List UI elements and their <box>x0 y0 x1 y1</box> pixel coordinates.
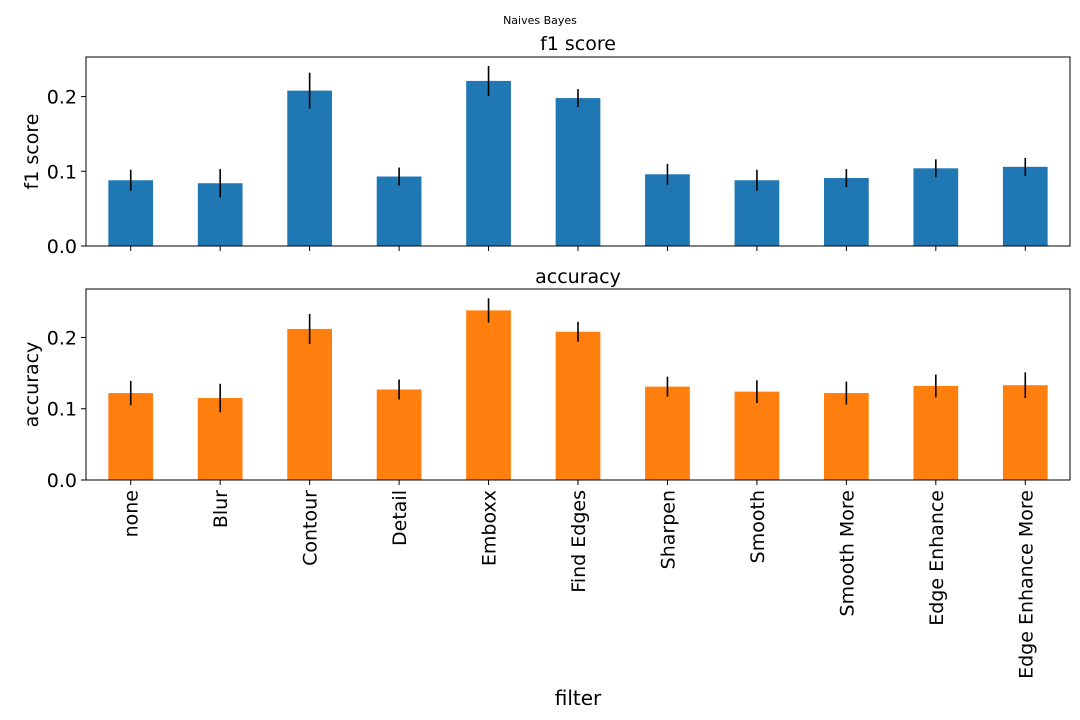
x-tick-label-1: Blur <box>210 490 232 528</box>
x-axis-label: filter <box>555 686 602 710</box>
bar-0-0 <box>108 180 154 246</box>
bar-0-5 <box>555 98 601 246</box>
bar-1-7 <box>734 391 780 480</box>
x-tick-label-9: Edge Enhance <box>926 490 948 626</box>
bar-1-8 <box>824 393 869 480</box>
x-tick-label-8: Smooth More <box>836 490 858 616</box>
y-tick-label-0-1: 0.1 <box>47 161 77 183</box>
bar-0-4 <box>466 80 511 246</box>
bar-0-3 <box>376 176 422 246</box>
x-tick-label-5: Find Edges <box>568 490 590 593</box>
x-tick-label-3: Detail <box>389 490 411 546</box>
bar-0-10 <box>1002 166 1048 246</box>
y-axis-label-1: accuracy <box>21 342 43 428</box>
y-tick-label-0-2: 0.2 <box>47 87 77 109</box>
y-tick-label-1-1: 0.1 <box>47 399 77 421</box>
bar-1-0 <box>108 393 154 480</box>
bar-0-7 <box>734 180 780 246</box>
bar-1-4 <box>466 310 511 480</box>
x-tick-label-7: Smooth <box>747 490 769 563</box>
bar-1-3 <box>376 389 422 480</box>
x-tick-label-6: Sharpen <box>657 490 679 569</box>
y-tick-label-0-0: 0.0 <box>47 236 77 258</box>
bar-1-2 <box>287 328 332 480</box>
bar-0-2 <box>287 90 332 247</box>
bar-1-6 <box>645 386 690 480</box>
y-tick-label-1-0: 0.0 <box>47 470 77 492</box>
bar-0-9 <box>913 168 959 246</box>
bar-1-9 <box>913 385 959 480</box>
panel-title-0: f1 score <box>540 33 616 55</box>
bar-0-8 <box>824 178 869 246</box>
x-tick-label-10: Edge Enhance More <box>1015 490 1037 679</box>
x-tick-label-2: Contour <box>300 490 322 566</box>
panel-title-1: accuracy <box>535 266 621 288</box>
bar-1-10 <box>1002 385 1048 480</box>
x-tick-label-4: Emboxx <box>479 490 501 566</box>
bar-1-5 <box>555 331 601 480</box>
bar-0-6 <box>645 174 690 246</box>
panel-1: 0.0 0.1 0.2 none Blur Contour Detail Emboxx Find… <box>21 266 1071 679</box>
y-tick-label-1-2: 0.2 <box>47 327 77 349</box>
x-tick-label-0: none <box>121 490 143 537</box>
y-axis-label-0: f1 score <box>21 114 43 190</box>
figure-suptitle: Naives Bayes <box>503 14 577 27</box>
